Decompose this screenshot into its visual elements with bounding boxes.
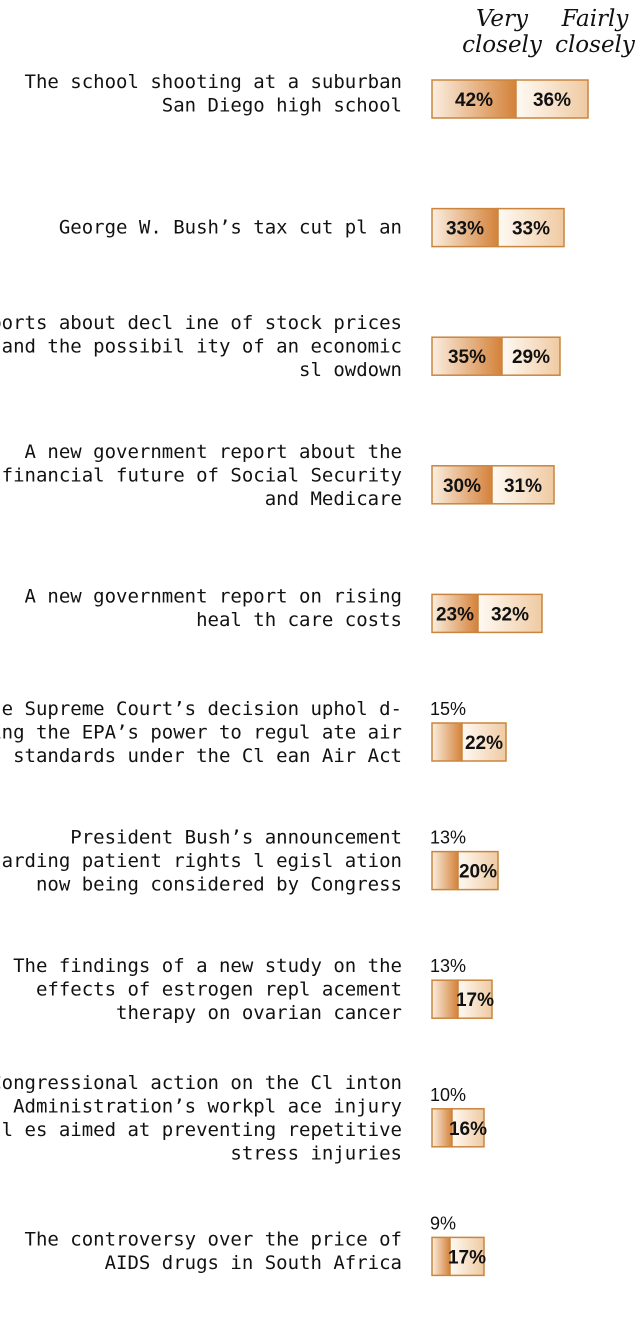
category-label-line: Congressional action on the Cl inton bbox=[0, 1072, 402, 1094]
category-label-line: Reports about decl ine of stock prices bbox=[0, 312, 402, 334]
category-label-line: stress injuries bbox=[230, 1142, 402, 1164]
chart-row: The Supreme Court’s decision uphol d-ing… bbox=[0, 698, 507, 767]
category-label-line: The findings of a new study on the bbox=[13, 955, 402, 977]
bar-very-closely bbox=[431, 336, 503, 376]
category-label-line: and the possibil ity of an economic bbox=[2, 336, 402, 358]
bar-fairly-closely bbox=[457, 850, 499, 891]
category-label-line: A new government report about the bbox=[25, 441, 403, 463]
data-label-very: 33% bbox=[446, 219, 484, 240]
bar-fairly-closely bbox=[501, 336, 561, 376]
data-label-fairly: 29% bbox=[512, 347, 550, 368]
chart-row: Reports about decl ine of stock pricesan… bbox=[0, 312, 561, 381]
data-label-fairly: 17% bbox=[448, 1247, 486, 1268]
data-label-very: 42% bbox=[455, 90, 493, 111]
chart-row: George W. Bush’s tax cut pl an 33% 33% bbox=[59, 207, 565, 248]
category-label-line: sl owdown bbox=[299, 359, 402, 381]
category-label-line: The Supreme Court’s decision uphol d- bbox=[0, 698, 402, 720]
data-label-very: 23% bbox=[436, 604, 474, 625]
category-label-line: San Diego high school bbox=[162, 95, 402, 117]
bar-very-closely bbox=[431, 465, 493, 505]
category-label-line: President Bush’s announcement bbox=[70, 827, 402, 849]
data-label-fairly: 16% bbox=[449, 1119, 487, 1140]
bar-fairly-closely bbox=[457, 979, 493, 1019]
data-label-fairly: 36% bbox=[533, 90, 571, 111]
chart-row: Congressional action on the Cl intonAdmi… bbox=[0, 1072, 487, 1165]
bar-very-closely bbox=[431, 593, 479, 634]
category-label-line: financial future of Social Security bbox=[2, 464, 402, 486]
legend-very-line-0: Very bbox=[476, 6, 529, 32]
legend-very-line-1: closely bbox=[462, 32, 543, 58]
category-label-line: The controversy over the price of bbox=[25, 1228, 403, 1250]
category-label-line: George W. Bush’s tax cut pl an bbox=[59, 217, 402, 239]
category-label-line: The school shooting at a suburban bbox=[25, 71, 403, 93]
data-label-fairly: 17% bbox=[456, 990, 494, 1011]
chart-row: A new government report about thefinanci… bbox=[2, 441, 555, 510]
legend-fairly-line-1: closely bbox=[555, 32, 636, 58]
bar-very-closely bbox=[431, 722, 463, 762]
bar-fairly-closely bbox=[515, 79, 589, 119]
bar-very-closely bbox=[431, 79, 517, 119]
data-label-fairly: 31% bbox=[504, 476, 542, 497]
bar-fairly-closely bbox=[449, 1236, 485, 1277]
data-label-very: 9% bbox=[430, 1213, 456, 1233]
bar-fairly-closely bbox=[477, 593, 543, 634]
data-label-fairly: 32% bbox=[491, 604, 529, 625]
bar-fairly-closely bbox=[497, 207, 565, 248]
data-label-very: 35% bbox=[448, 347, 486, 368]
data-label-very: 15% bbox=[430, 699, 466, 719]
bar-very-closely bbox=[431, 850, 459, 891]
bar-fairly-closely bbox=[491, 465, 555, 505]
category-label-line: Administration’s workpl ace injury bbox=[13, 1095, 402, 1117]
category-label-line: effects of estrogen repl acement bbox=[36, 979, 402, 1001]
bar-fairly-closely bbox=[461, 722, 507, 762]
bar-very-closely bbox=[431, 207, 499, 248]
category-label-line: A new government report on rising bbox=[25, 585, 403, 607]
category-label-line: heal th care costs bbox=[196, 609, 402, 631]
bar-fairly-closely bbox=[451, 1108, 485, 1148]
category-label-line: and Medicare bbox=[265, 488, 402, 510]
category-label-line: therapy on ovarian cancer bbox=[116, 1002, 402, 1024]
data-label-very: 30% bbox=[443, 476, 481, 497]
category-label-line: regarding patient rights l egisl ation bbox=[0, 850, 402, 872]
chart-row: The findings of a new study on theeffect… bbox=[13, 955, 494, 1024]
data-label-fairly: 20% bbox=[459, 862, 497, 883]
data-label-fairly: 22% bbox=[465, 733, 503, 754]
category-label-line: standards under the Cl ean Air Act bbox=[13, 745, 402, 767]
data-label-very: 13% bbox=[430, 828, 466, 848]
bar-very-closely bbox=[431, 979, 459, 1019]
data-label-fairly: 33% bbox=[512, 219, 550, 240]
data-label-very: 13% bbox=[430, 956, 466, 976]
category-label-line: rul es aimed at preventing repetitive bbox=[0, 1119, 402, 1141]
category-label-line: now being considered by Congress bbox=[36, 874, 402, 896]
legend-fairly-line-0: Fairly bbox=[561, 6, 630, 32]
data-label-very: 10% bbox=[430, 1085, 466, 1105]
category-label-line: ing the EPA’s power to regul ate air bbox=[0, 722, 402, 744]
category-label-line: AIDS drugs in South Africa bbox=[105, 1252, 402, 1274]
